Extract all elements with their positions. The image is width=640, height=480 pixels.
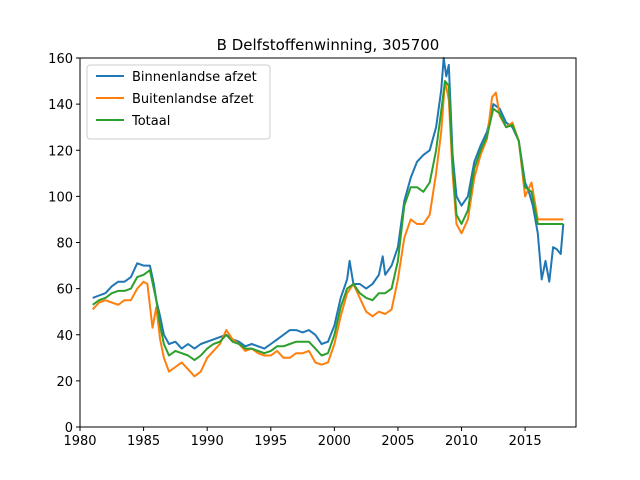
legend-box bbox=[86, 64, 271, 140]
legend: Binnenlandse afzet Buitenlandse afzet Tota… bbox=[86, 64, 271, 140]
series-line-1 bbox=[91, 80, 564, 378]
y-axis: 0 20 40 60 80 100 120 140 160 bbox=[48, 52, 80, 436]
y-tick-label: 160 bbox=[48, 52, 73, 67]
x-tick-label: 1995 bbox=[254, 434, 287, 449]
x-tick-label: 2015 bbox=[509, 434, 542, 449]
y-tick-label: 140 bbox=[48, 98, 73, 113]
series-line-2 bbox=[92, 80, 564, 362]
x-axis: 1980 1985 1990 1995 2000 2005 2010 2015 bbox=[63, 427, 542, 449]
legend-label-0: Binnenlandse afzet bbox=[132, 70, 257, 85]
y-tick-label: 40 bbox=[56, 329, 73, 344]
legend-label-1: Buitenlandse afzet bbox=[132, 92, 254, 107]
y-tick-label: 80 bbox=[56, 237, 73, 252]
y-tick-label: 120 bbox=[48, 144, 73, 159]
chart-title: B Delfstoffenwinning, 305700 bbox=[217, 36, 440, 54]
x-tick-label: 1990 bbox=[191, 434, 224, 449]
y-tick-label: 0 bbox=[65, 421, 73, 436]
x-tick-label: 1980 bbox=[63, 434, 96, 449]
y-tick-label: 20 bbox=[56, 375, 73, 390]
x-tick-label: 2005 bbox=[381, 434, 414, 449]
legend-label-2: Totaal bbox=[131, 114, 170, 129]
x-tick-label: 1985 bbox=[127, 434, 160, 449]
y-tick-label: 60 bbox=[56, 283, 73, 298]
series-layer bbox=[91, 57, 565, 378]
x-tick-label: 2010 bbox=[445, 434, 478, 449]
x-tick-label: 2000 bbox=[318, 434, 351, 449]
y-tick-label: 100 bbox=[48, 190, 73, 205]
